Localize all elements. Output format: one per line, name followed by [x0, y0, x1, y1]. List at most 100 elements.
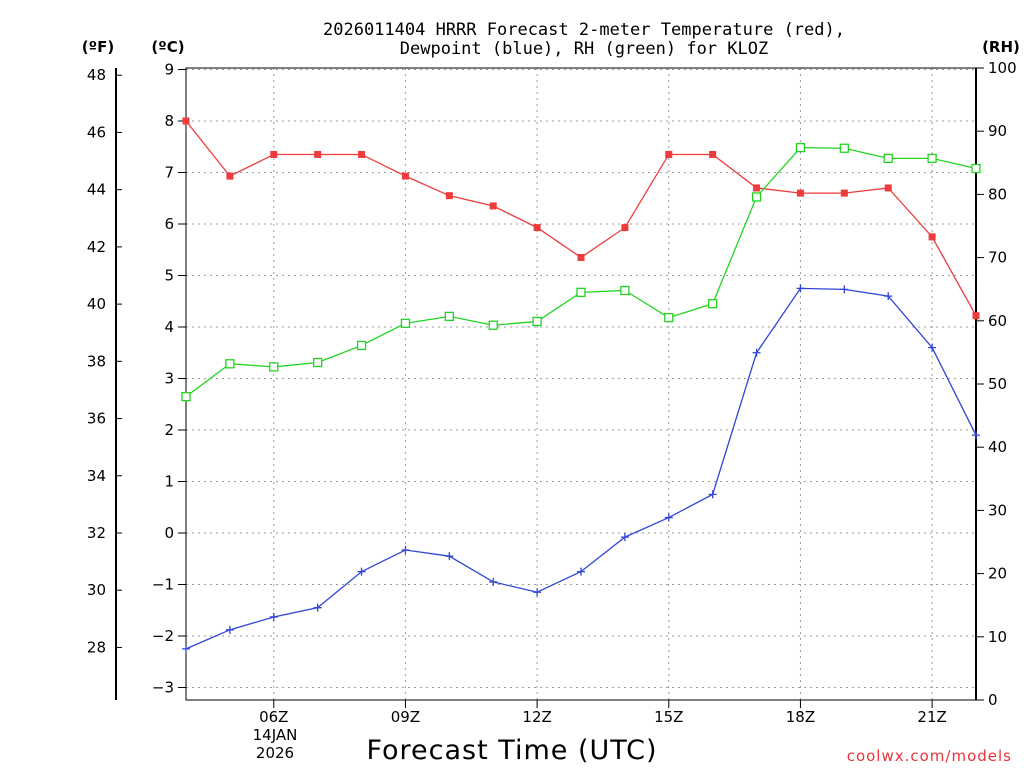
rh-line — [185, 146, 977, 398]
dewpoint-point — [313, 603, 322, 612]
fahrenheit-axis-label: (ºF) — [82, 38, 114, 56]
axis-layer: 9876543210−1−2−3484644424038363432302810… — [87, 59, 1017, 726]
x-tick-label: 15Z — [654, 708, 683, 726]
celsius-tick-label: 4 — [164, 318, 174, 336]
x-axis-label: Forecast Time (UTC) — [366, 735, 657, 766]
rh-point — [795, 142, 806, 153]
dewpoint-point — [182, 644, 190, 653]
credit-text: coolwx.com/models — [847, 747, 1012, 765]
x-tick-label: 18Z — [786, 708, 815, 726]
series-layer — [181, 117, 981, 653]
rh-tick-label: 80 — [988, 185, 1007, 203]
temperature-point — [314, 150, 322, 158]
dewpoint-point — [840, 285, 849, 294]
celsius-tick-label: 3 — [164, 370, 174, 388]
dewpoint-point — [445, 552, 454, 561]
temperature-point — [621, 224, 629, 232]
dewpoint-point — [928, 343, 937, 352]
celsius-tick-label: 2 — [164, 421, 174, 439]
dewpoint-point — [225, 625, 234, 634]
rh-tick-label: 30 — [988, 501, 1007, 519]
fahrenheit-tick-label: 34 — [87, 467, 106, 485]
rh-tick-label: 20 — [988, 565, 1007, 583]
temperature-point — [796, 189, 804, 197]
fahrenheit-tick-label: 44 — [87, 181, 106, 199]
celsius-tick-label: 8 — [164, 112, 174, 130]
dewpoint-point — [664, 513, 673, 522]
celsius-tick-label: −3 — [152, 679, 174, 697]
rh-point — [488, 320, 498, 330]
rh-point — [883, 153, 893, 164]
celsius-tick-label: 5 — [164, 267, 174, 285]
temperature-point — [182, 117, 190, 125]
dewpoint-point — [533, 588, 542, 597]
dewpoint-point — [620, 533, 629, 542]
dewpoint-point — [401, 545, 410, 554]
celsius-tick-label: 7 — [164, 164, 174, 182]
celsius-tick-label: 1 — [164, 473, 174, 491]
rh-point — [708, 299, 718, 309]
dewpoint-point — [972, 431, 980, 440]
date-label-day: 14JAN — [253, 726, 298, 744]
temperature-point — [840, 189, 848, 197]
rh-point — [839, 143, 849, 153]
temperature-point — [884, 184, 892, 192]
fahrenheit-tick-label: 36 — [87, 410, 106, 428]
rh-point — [751, 192, 762, 202]
fahrenheit-tick-label: 42 — [87, 238, 106, 256]
fahrenheit-tick-label: 38 — [87, 352, 106, 370]
dewpoint-point — [357, 567, 366, 576]
rh-tick-label: 0 — [988, 691, 998, 709]
celsius-axis-label: (ºC) — [151, 38, 184, 56]
celsius-tick-label: −1 — [152, 576, 174, 594]
temperature-point — [401, 172, 409, 180]
x-tick-label: 09Z — [391, 708, 420, 726]
rh-point — [664, 312, 674, 323]
rh-series — [181, 142, 981, 402]
dewpoint-point — [489, 577, 498, 586]
rh-point — [225, 359, 235, 369]
temperature-series — [182, 117, 980, 320]
fahrenheit-tick-label: 32 — [87, 524, 106, 542]
dewpoint-point — [796, 284, 805, 293]
rh-axis-label: (RH) — [982, 38, 1020, 56]
rh-point — [356, 340, 367, 351]
dewpoint-point — [269, 612, 278, 621]
celsius-tick-label: −2 — [152, 627, 174, 645]
rh-tick-label: 90 — [988, 122, 1007, 140]
rh-tick-label: 70 — [988, 249, 1007, 267]
temperature-point — [489, 202, 497, 210]
fahrenheit-tick-label: 40 — [87, 295, 106, 313]
celsius-tick-label: 0 — [164, 524, 174, 542]
rh-point — [400, 318, 411, 328]
rh-point — [532, 316, 542, 327]
rh-point — [927, 153, 937, 164]
rh-point — [620, 285, 630, 296]
rh-point — [444, 311, 454, 322]
temperature-point — [665, 150, 673, 158]
fahrenheit-tick-label: 28 — [87, 638, 106, 656]
temperature-point — [533, 224, 541, 232]
temperature-point — [928, 233, 936, 241]
rh-point — [269, 362, 279, 372]
rh-tick-label: 10 — [988, 628, 1007, 646]
rh-tick-label: 60 — [988, 312, 1007, 330]
dewpoint-line — [185, 287, 977, 650]
temperature-line — [185, 120, 977, 316]
rh-point — [181, 391, 191, 402]
fahrenheit-tick-label: 48 — [87, 66, 106, 84]
temperature-point — [577, 253, 585, 261]
temperature-point — [358, 150, 366, 158]
fahrenheit-tick-label: 46 — [87, 123, 106, 141]
chart-title-line2: Dewpoint (blue), RH (green) for KLOZ — [400, 39, 768, 59]
rh-tick-label: 50 — [988, 375, 1007, 393]
temperature-point — [753, 184, 761, 192]
dewpoint-point — [577, 567, 585, 576]
temperature-point — [445, 192, 453, 200]
fahrenheit-tick-label: 30 — [87, 581, 106, 599]
grid-layer — [186, 68, 976, 700]
date-label-year: 2026 — [256, 744, 294, 762]
rh-tick-label: 40 — [988, 438, 1007, 456]
dewpoint-point — [708, 490, 717, 499]
temperature-point — [972, 312, 980, 320]
